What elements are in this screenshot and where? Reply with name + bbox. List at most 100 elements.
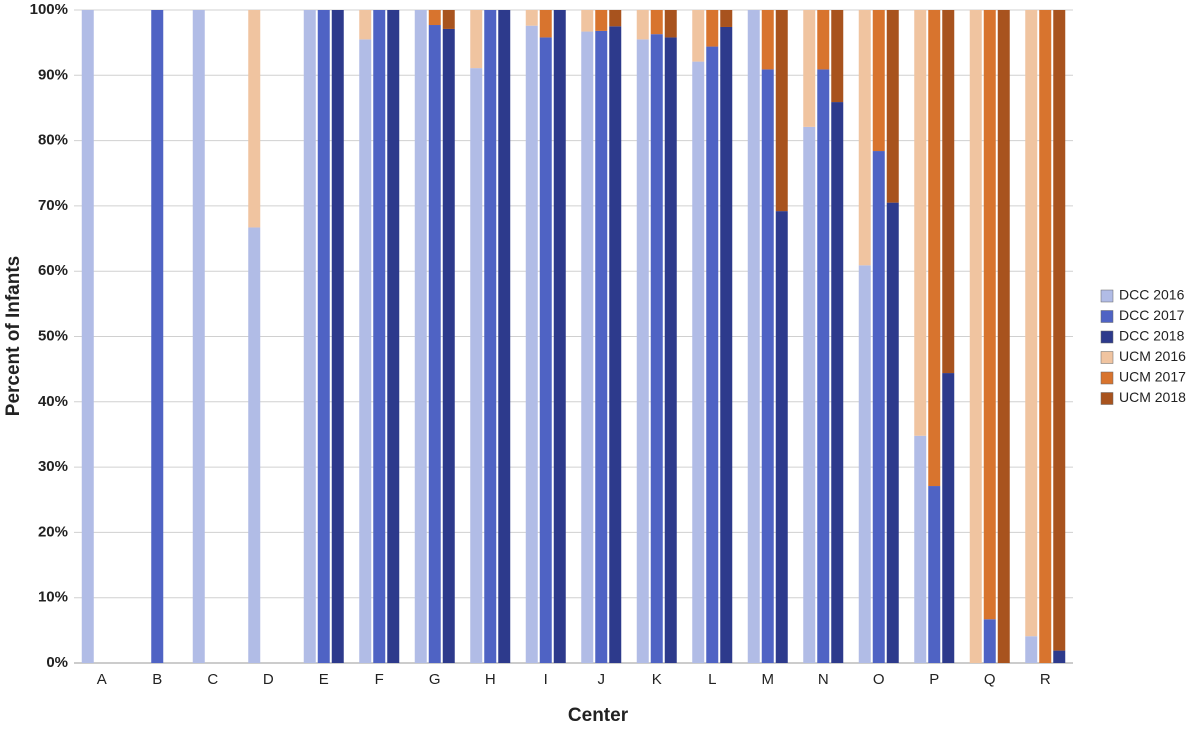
bar-segment <box>470 68 483 663</box>
x-tick-label: R <box>1040 671 1051 688</box>
bar-segment <box>720 10 733 27</box>
bar-segment <box>553 10 566 663</box>
bar-segment <box>817 10 830 70</box>
legend-swatch <box>1100 392 1114 405</box>
bar-segment <box>470 10 483 69</box>
bar-segment <box>581 31 594 663</box>
bar-segment <box>914 435 927 663</box>
bar-segment <box>983 619 996 663</box>
bar-segment <box>581 10 594 32</box>
x-tick-label: M <box>762 671 775 688</box>
bar-segment <box>303 10 316 663</box>
bar-segment <box>498 10 511 663</box>
y-tick-label: 0% <box>46 654 68 671</box>
legend-swatch <box>1100 351 1114 364</box>
x-axis-title: Center <box>568 705 629 726</box>
bar-segment <box>539 10 552 38</box>
bar-segment <box>151 10 164 663</box>
bar-segment <box>969 10 982 663</box>
bar-segment <box>886 202 899 663</box>
bar-segment <box>858 10 871 266</box>
bar-segment <box>1025 10 1038 637</box>
y-tick-label: 30% <box>38 458 68 475</box>
y-tick-label: 20% <box>38 523 68 540</box>
bar-segment <box>817 69 830 664</box>
bar-segment <box>872 151 885 663</box>
bar-segment <box>387 10 400 663</box>
bar-segment <box>650 10 663 35</box>
bar-segment <box>761 10 774 70</box>
bar-segment <box>525 10 538 26</box>
bar-segment <box>595 30 608 664</box>
bar-segment <box>831 10 844 103</box>
legend-swatch <box>1100 330 1114 344</box>
x-tick-label: D <box>263 671 274 688</box>
x-tick-label: Q <box>984 671 996 688</box>
bar-segment <box>692 10 705 62</box>
bar-segment <box>636 10 649 40</box>
bar-segment <box>1053 650 1066 663</box>
bar-segment <box>428 10 441 26</box>
x-tick-label: B <box>152 671 162 688</box>
bar-segment <box>803 126 816 663</box>
bar-segment <box>248 10 261 228</box>
y-tick-label: 70% <box>38 197 68 214</box>
bar-segment <box>942 10 955 374</box>
x-tick-label: L <box>708 671 716 688</box>
bar-segment <box>609 10 622 27</box>
bar-segment <box>428 25 441 664</box>
x-tick-label: P <box>929 671 939 688</box>
bar-segment <box>650 34 663 663</box>
y-tick-label: 50% <box>38 327 68 344</box>
bar-segment <box>831 102 844 663</box>
bar-segment <box>359 10 372 40</box>
bar-segment <box>942 373 955 663</box>
x-tick-label: F <box>375 671 384 688</box>
bar-segment <box>886 10 899 203</box>
bar-segment <box>331 10 344 663</box>
y-tick-label: 90% <box>38 66 68 83</box>
bar-segment <box>414 10 427 663</box>
x-tick-label: H <box>485 671 496 688</box>
x-tick-label: I <box>544 671 548 688</box>
bar-segment <box>484 10 497 663</box>
bar-segment <box>706 10 719 47</box>
bar-segment <box>595 10 608 31</box>
bar-segment <box>775 211 788 663</box>
x-tick-label: C <box>207 671 218 688</box>
bar-segment <box>997 10 1010 663</box>
bar-segment <box>1053 10 1066 651</box>
bar-segment <box>664 37 677 663</box>
bar-segment <box>192 10 205 663</box>
bar-segment <box>928 486 941 663</box>
y-tick-label: 60% <box>38 262 68 279</box>
bar-segment <box>373 10 386 663</box>
bar-segment <box>983 10 996 620</box>
bar-segment <box>775 10 788 212</box>
y-tick-label: 100% <box>30 1 68 18</box>
y-tick-label: 80% <box>38 132 68 149</box>
bar-segment <box>636 39 649 663</box>
bar-segment <box>248 227 261 663</box>
bar-segment <box>928 10 941 487</box>
bar-segment <box>664 10 677 38</box>
x-tick-label: G <box>429 671 441 688</box>
legend-label: DCC 2016 <box>1119 287 1185 303</box>
legend-swatch <box>1100 289 1114 303</box>
bar-segment <box>858 265 871 663</box>
legend-label: UCM 2018 <box>1119 389 1186 405</box>
x-tick-label: E <box>319 671 329 688</box>
bar-segment <box>81 10 94 663</box>
bar-segment <box>1025 636 1038 663</box>
x-tick-label: O <box>873 671 885 688</box>
bar-segment <box>317 10 330 663</box>
y-axis-title: Percent of Infants <box>3 256 24 416</box>
y-tick-label: 10% <box>38 589 68 606</box>
bar-segment <box>1039 10 1052 663</box>
x-tick-label: N <box>818 671 829 688</box>
legend-label: UCM 2017 <box>1119 369 1186 385</box>
bar-segment <box>359 39 372 663</box>
bar-segment <box>442 10 455 29</box>
x-tick-label: A <box>97 671 107 688</box>
